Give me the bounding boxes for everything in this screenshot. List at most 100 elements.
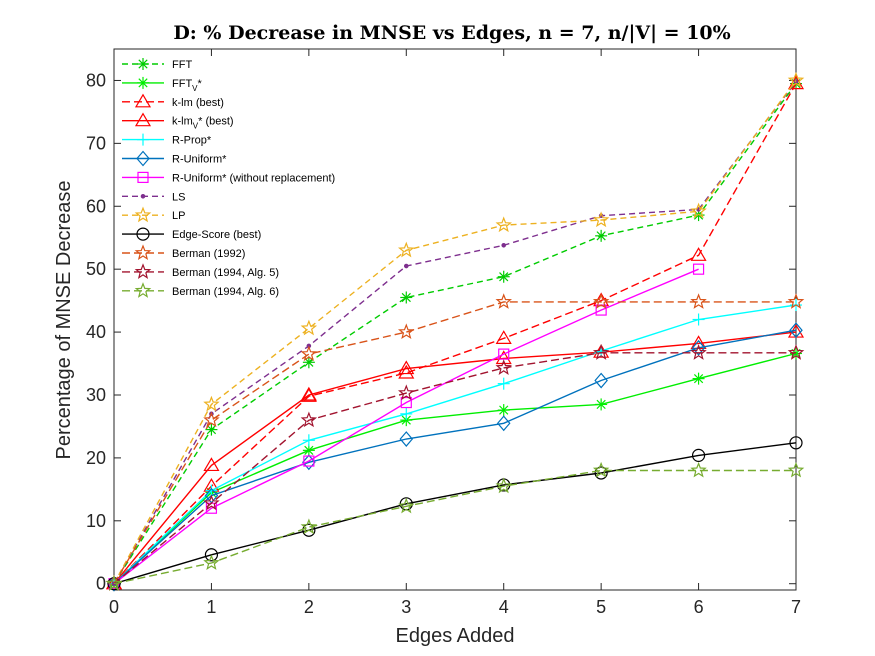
data-point xyxy=(787,71,805,88)
data-point xyxy=(501,242,507,248)
y-axis-label: Percentage of MNSE Decrease xyxy=(53,180,75,459)
legend-label: Edge-Score (best) xyxy=(172,229,261,241)
data-point xyxy=(398,497,415,514)
y-tick-label: 70 xyxy=(86,133,106,153)
data-point xyxy=(789,436,803,450)
legend-entry: LP xyxy=(122,206,185,223)
data-point xyxy=(397,384,415,401)
series-line xyxy=(113,352,797,585)
legend-entry: Edge-Score (best) xyxy=(122,227,261,241)
data-point xyxy=(592,211,610,228)
legend-label: R-Prop* xyxy=(172,135,212,147)
y-tick-label: 30 xyxy=(86,385,106,405)
data-point xyxy=(302,444,315,457)
data-point xyxy=(203,554,220,570)
data-point xyxy=(300,319,318,336)
data-point xyxy=(303,455,315,467)
data-point xyxy=(398,364,415,379)
data-point xyxy=(400,396,412,409)
data-point xyxy=(787,344,805,360)
series-line xyxy=(113,331,797,585)
data-point xyxy=(397,241,415,258)
data-point xyxy=(690,293,707,309)
data-point xyxy=(692,313,705,326)
y-tick-label: 10 xyxy=(86,511,106,531)
data-point xyxy=(302,523,316,537)
legend-entry: FFT xyxy=(122,58,192,71)
legend-label: LS xyxy=(172,191,185,203)
legend-label: FFTV* xyxy=(172,78,203,93)
x-tick-label: 4 xyxy=(499,597,509,617)
legend-marker xyxy=(134,206,152,223)
legend-marker xyxy=(136,150,150,167)
data-point xyxy=(595,398,608,411)
data-point xyxy=(497,404,510,417)
legend-marker xyxy=(137,58,149,70)
y-tick-label: 0 xyxy=(96,574,106,594)
legend-entry: Berman (1992) xyxy=(122,244,245,261)
legend-entry: R-Uniform* xyxy=(122,150,227,167)
data-point xyxy=(691,448,706,462)
data-point xyxy=(594,466,608,480)
data-point xyxy=(497,270,510,283)
x-tick-label: 7 xyxy=(791,597,801,617)
data-point xyxy=(692,372,705,385)
data-point xyxy=(496,415,511,432)
legend-marker xyxy=(134,112,152,127)
data-point xyxy=(300,411,318,428)
y-tick-label: 40 xyxy=(86,322,106,342)
legend: FFT FFTV* k-lm (best) k-lmV* (best) R-Prop* R… xyxy=(122,58,335,298)
legend-marker xyxy=(134,282,152,298)
data-point xyxy=(204,548,219,562)
series-line xyxy=(113,352,796,585)
series-line xyxy=(113,80,797,585)
y-tick-label: 20 xyxy=(86,448,106,468)
data-point xyxy=(690,461,707,478)
legend-entry: Berman (1994, Alg. 6) xyxy=(122,282,279,298)
data-point xyxy=(690,247,707,261)
legend-entry: R-Prop* xyxy=(122,133,212,147)
y-tick-label: 60 xyxy=(86,196,106,216)
data-point xyxy=(397,323,415,340)
series-6 xyxy=(108,263,705,590)
data-point xyxy=(205,423,218,436)
legend-entry: Berman (1994, Alg. 5) xyxy=(122,263,279,279)
data-point xyxy=(399,431,414,447)
data-point xyxy=(594,372,608,389)
series-12 xyxy=(105,461,805,591)
series-8 xyxy=(105,71,805,591)
legend-marker xyxy=(140,194,146,199)
data-point xyxy=(105,575,123,591)
data-point xyxy=(495,477,513,494)
legend-label: Berman (1994, Alg. 5) xyxy=(172,267,279,279)
data-point xyxy=(691,339,706,356)
data-point xyxy=(787,461,805,478)
data-point xyxy=(108,578,120,590)
legend-marker xyxy=(134,244,152,261)
x-tick-label: 1 xyxy=(206,597,216,617)
data-point xyxy=(592,461,610,478)
legend-label: R-Uniform* (without replacement) xyxy=(172,172,335,184)
legend-entry: FFTV* xyxy=(122,76,203,93)
data-point xyxy=(787,293,805,309)
x-tick-label: 0 xyxy=(109,597,119,617)
data-point xyxy=(400,291,413,304)
legend-label: LP xyxy=(172,210,185,222)
series-line xyxy=(113,301,796,585)
legend-marker xyxy=(137,133,149,146)
legend-marker xyxy=(137,76,149,89)
series-line xyxy=(113,81,797,585)
x-tick-label: 5 xyxy=(596,597,606,617)
legend-label: k-lm (best) xyxy=(172,97,224,109)
data-point xyxy=(690,344,707,360)
data-point xyxy=(203,411,220,428)
y-tick-label: 80 xyxy=(86,70,106,90)
legend-label: k-lmV* (best) xyxy=(172,116,234,131)
data-point xyxy=(497,377,510,390)
legend-label: Berman (1992) xyxy=(172,248,245,260)
data-point xyxy=(398,360,415,375)
legend-label: R-Uniform* xyxy=(172,154,227,166)
data-point xyxy=(595,229,608,242)
data-point xyxy=(403,263,409,269)
